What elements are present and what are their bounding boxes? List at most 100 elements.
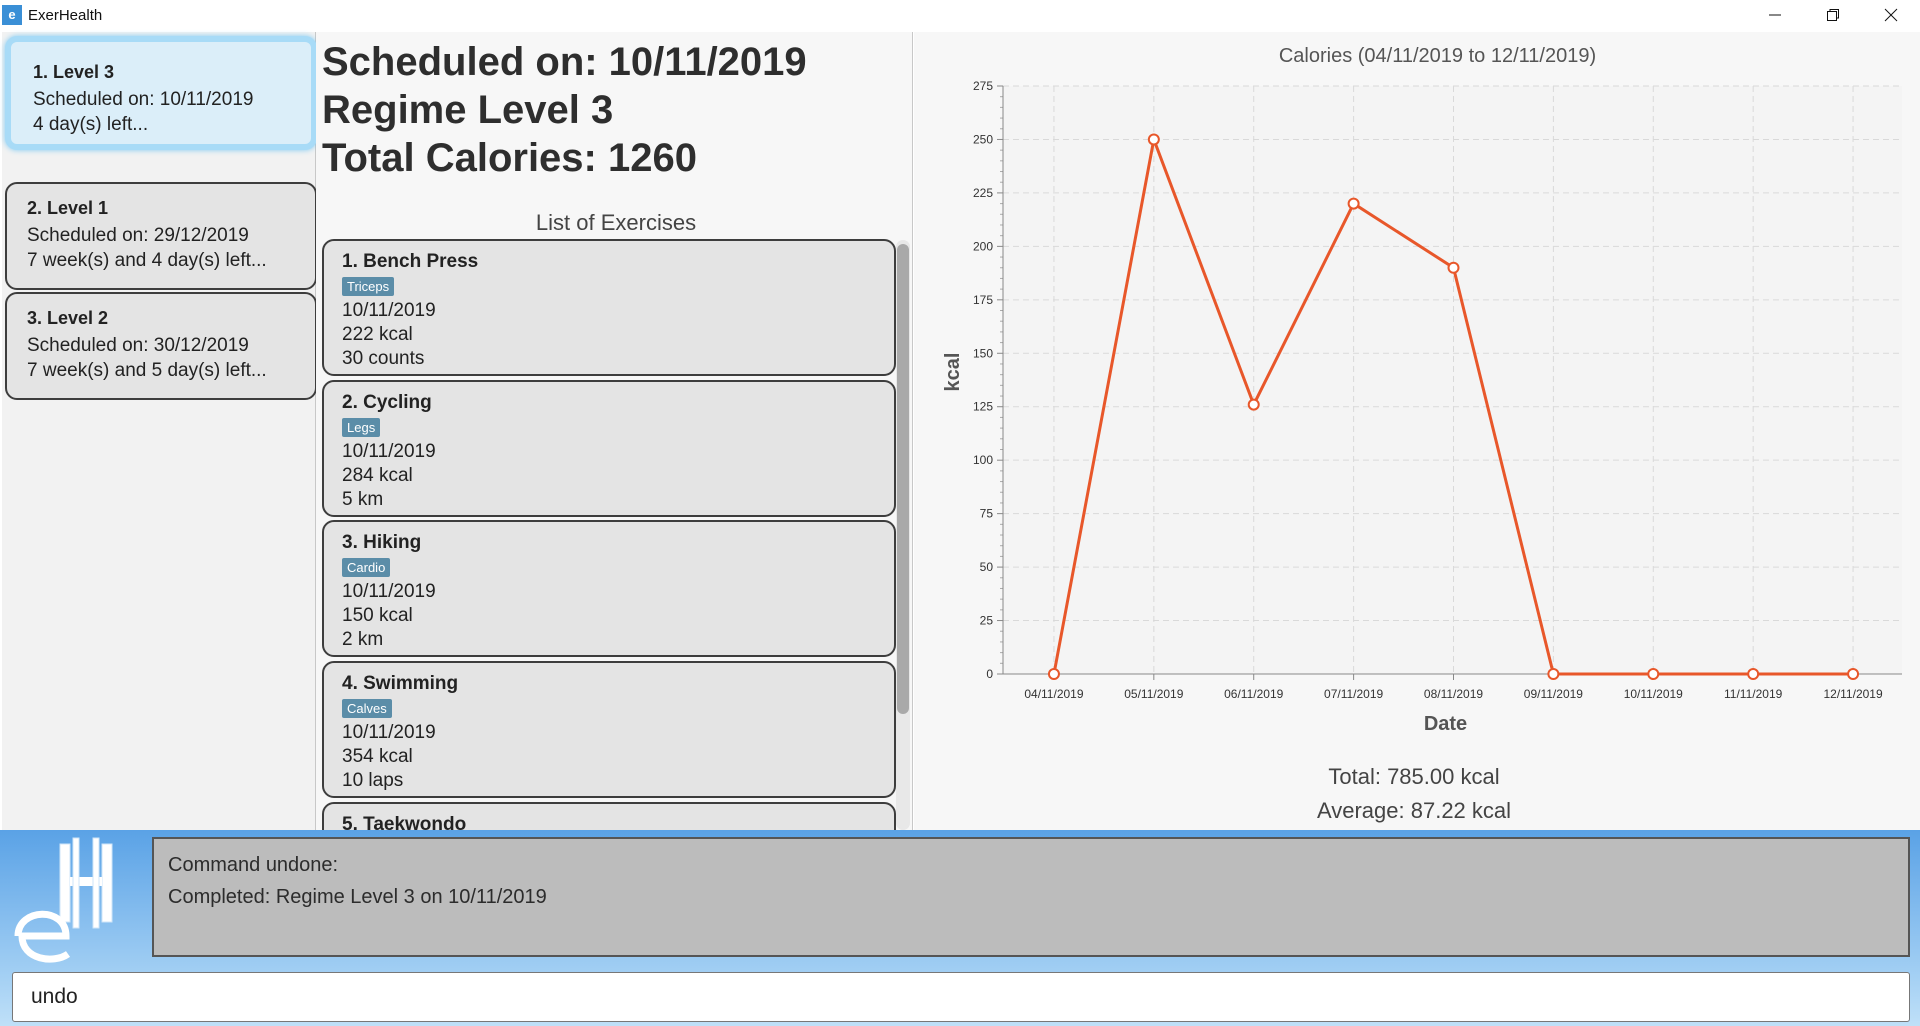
regime-schedule: Scheduled on: 30/12/2019 [27, 335, 249, 356]
exercise-list-title: List of Exercises [535, 210, 697, 235]
x-tick-label: 12/11/2019 [1823, 687, 1882, 701]
x-tick-label: 10/11/2019 [1624, 687, 1683, 701]
detail-scheduled: Scheduled on: 10/11/2019 [322, 40, 807, 84]
data-point [1447, 261, 1460, 274]
plot-area [1003, 86, 1902, 674]
data-point [1647, 668, 1660, 680]
x-tick-label: 07/11/2019 [1324, 687, 1383, 701]
x-tick-label: 05/11/2019 [1124, 687, 1183, 701]
restore-button[interactable] [1804, 0, 1862, 30]
exercise-calories: 222 kcal [342, 324, 413, 345]
title-bar: e ExerHealth [0, 0, 1920, 30]
result-line: Command undone: [168, 854, 339, 876]
muscle-tag: Legs [342, 418, 381, 437]
exercise-quantity: 5 km [342, 489, 384, 510]
exercise-date: 10/11/2019 [342, 581, 436, 602]
muscle-tag: Calves [342, 699, 392, 718]
y-tick-label: 125 [973, 400, 993, 414]
x-tick-label: 11/11/2019 [1724, 687, 1783, 701]
x-tick-label: 08/11/2019 [1424, 687, 1483, 701]
data-point [1347, 197, 1360, 210]
data-point [1047, 668, 1060, 680]
y-axis-label: kcal [942, 353, 964, 392]
data-point [1247, 398, 1260, 411]
regime-schedule: Scheduled on: 29/12/2019 [27, 225, 249, 246]
exercise-calories: 284 kcal [342, 465, 413, 486]
regime-card[interactable]: 3. Level 2 Scheduled on: 30/12/2019 7 we… [5, 292, 317, 400]
muscle-tag: Cardio [342, 558, 391, 577]
exercise-calories: 150 kcal [342, 605, 413, 626]
minimize-button[interactable] [1746, 0, 1804, 30]
exercise-quantity: 2 km [342, 629, 384, 650]
regime-title: 1. Level 3 [33, 62, 115, 82]
exercise-list[interactable]: 1. Bench Press Triceps 10/11/2019 222 kc… [322, 239, 897, 830]
window-title: ExerHealth [28, 6, 103, 24]
exercise-title: 1. Bench Press [342, 251, 479, 272]
result-line: Completed: Regime Level 3 on 10/11/2019 [168, 886, 547, 908]
exercise-card[interactable]: 1. Bench Press Triceps 10/11/2019 222 kc… [322, 239, 896, 376]
regime-detail-panel: Scheduled on: 10/11/2019 Regime Level 3 … [316, 32, 913, 830]
regime-card[interactable]: 2. Level 1 Scheduled on: 29/12/2019 7 we… [5, 182, 317, 290]
exercise-title: 3. Hiking [342, 532, 422, 553]
regime-title: 2. Level 1 [27, 198, 109, 218]
y-tick-label: 175 [973, 293, 993, 307]
close-button[interactable] [1862, 0, 1920, 30]
regime-list[interactable]: 1. Level 3 Scheduled on: 10/11/2019 4 da… [2, 32, 317, 830]
exercise-date: 10/11/2019 [342, 300, 436, 321]
calories-chart: 0 25 50 75 100 125 150 175 200 225 250 275 04/11/201… [942, 45, 1902, 735]
exercise-title: 5. Taekwondo [342, 814, 467, 830]
data-point [1547, 668, 1560, 680]
exercise-card[interactable]: 4. Swimming Calves 10/11/2019 354 kcal 1… [322, 661, 896, 798]
exercise-title: 2. Cycling [342, 392, 432, 413]
data-point [1747, 668, 1760, 680]
muscle-tag: Triceps [342, 277, 395, 296]
chart-total: Total: 785.00 kcal [1328, 764, 1500, 789]
detail-regime-name: Regime Level 3 [322, 88, 614, 132]
exercise-date: 10/11/2019 [342, 441, 436, 462]
regime-title: 3. Level 2 [27, 308, 109, 328]
y-tick-label: 100 [973, 453, 993, 467]
app-logo [14, 837, 113, 963]
y-tick-label: 25 [980, 614, 994, 628]
calories-chart-panel: 0 25 50 75 100 125 150 175 200 225 250 275 04/11/201… [914, 32, 1920, 830]
x-tick-label: 04/11/2019 [1024, 687, 1083, 701]
y-tick-label: 75 [980, 507, 994, 521]
y-tick-label: 200 [973, 239, 993, 253]
exercise-title: 4. Swimming [342, 673, 459, 694]
exercise-date: 10/11/2019 [342, 722, 436, 743]
x-axis-label: Date [1424, 713, 1467, 735]
exercise-calories: 354 kcal [342, 746, 413, 767]
x-tick-label: 06/11/2019 [1224, 687, 1283, 701]
y-tick-label: 275 [973, 79, 993, 93]
y-tick-label: 50 [980, 560, 994, 574]
y-tick-label: 0 [986, 667, 993, 681]
command-input[interactable]: undo [12, 972, 1910, 1022]
regime-card[interactable]: 1. Level 3 Scheduled on: 10/11/2019 4 da… [5, 36, 317, 150]
chart-title: Calories (04/11/2019 to 12/11/2019) [1279, 45, 1596, 67]
y-tick-label: 150 [973, 346, 993, 360]
bottom-bar: Command undone: Completed: Regime Level … [0, 830, 1920, 1026]
x-tick-label: 09/11/2019 [1524, 687, 1583, 701]
minimize-icon [1769, 14, 1781, 16]
scrollbar-thumb[interactable] [897, 244, 909, 714]
exercise-list-scrollbar[interactable] [896, 240, 910, 830]
y-tick-label: 250 [973, 132, 993, 146]
exercise-card[interactable]: 5. Taekwondo [322, 802, 896, 830]
close-icon [1884, 8, 1898, 22]
chart-average: Average: 87.22 kcal [1316, 798, 1512, 823]
data-point [1847, 668, 1860, 680]
y-tick-label: 225 [973, 186, 993, 200]
exercise-quantity: 10 laps [342, 770, 404, 791]
regime-remaining: 4 day(s) left... [33, 114, 149, 135]
regime-remaining: 7 week(s) and 5 day(s) left... [27, 360, 267, 381]
restore-icon [1827, 9, 1839, 21]
detail-total-calories: Total Calories: 1260 [322, 136, 697, 180]
exercise-quantity: 30 counts [342, 348, 425, 369]
exercise-card[interactable]: 2. Cycling Legs 10/11/2019 284 kcal 5 km [322, 380, 896, 517]
exercise-card[interactable]: 3. Hiking Cardio 10/11/2019 150 kcal 2 k… [322, 520, 896, 657]
regime-remaining: 7 week(s) and 4 day(s) left... [27, 250, 267, 271]
result-display: Command undone: Completed: Regime Level … [152, 837, 1910, 957]
data-point [1147, 133, 1160, 146]
app-icon: e [2, 5, 22, 25]
regime-schedule: Scheduled on: 10/11/2019 [33, 89, 254, 110]
